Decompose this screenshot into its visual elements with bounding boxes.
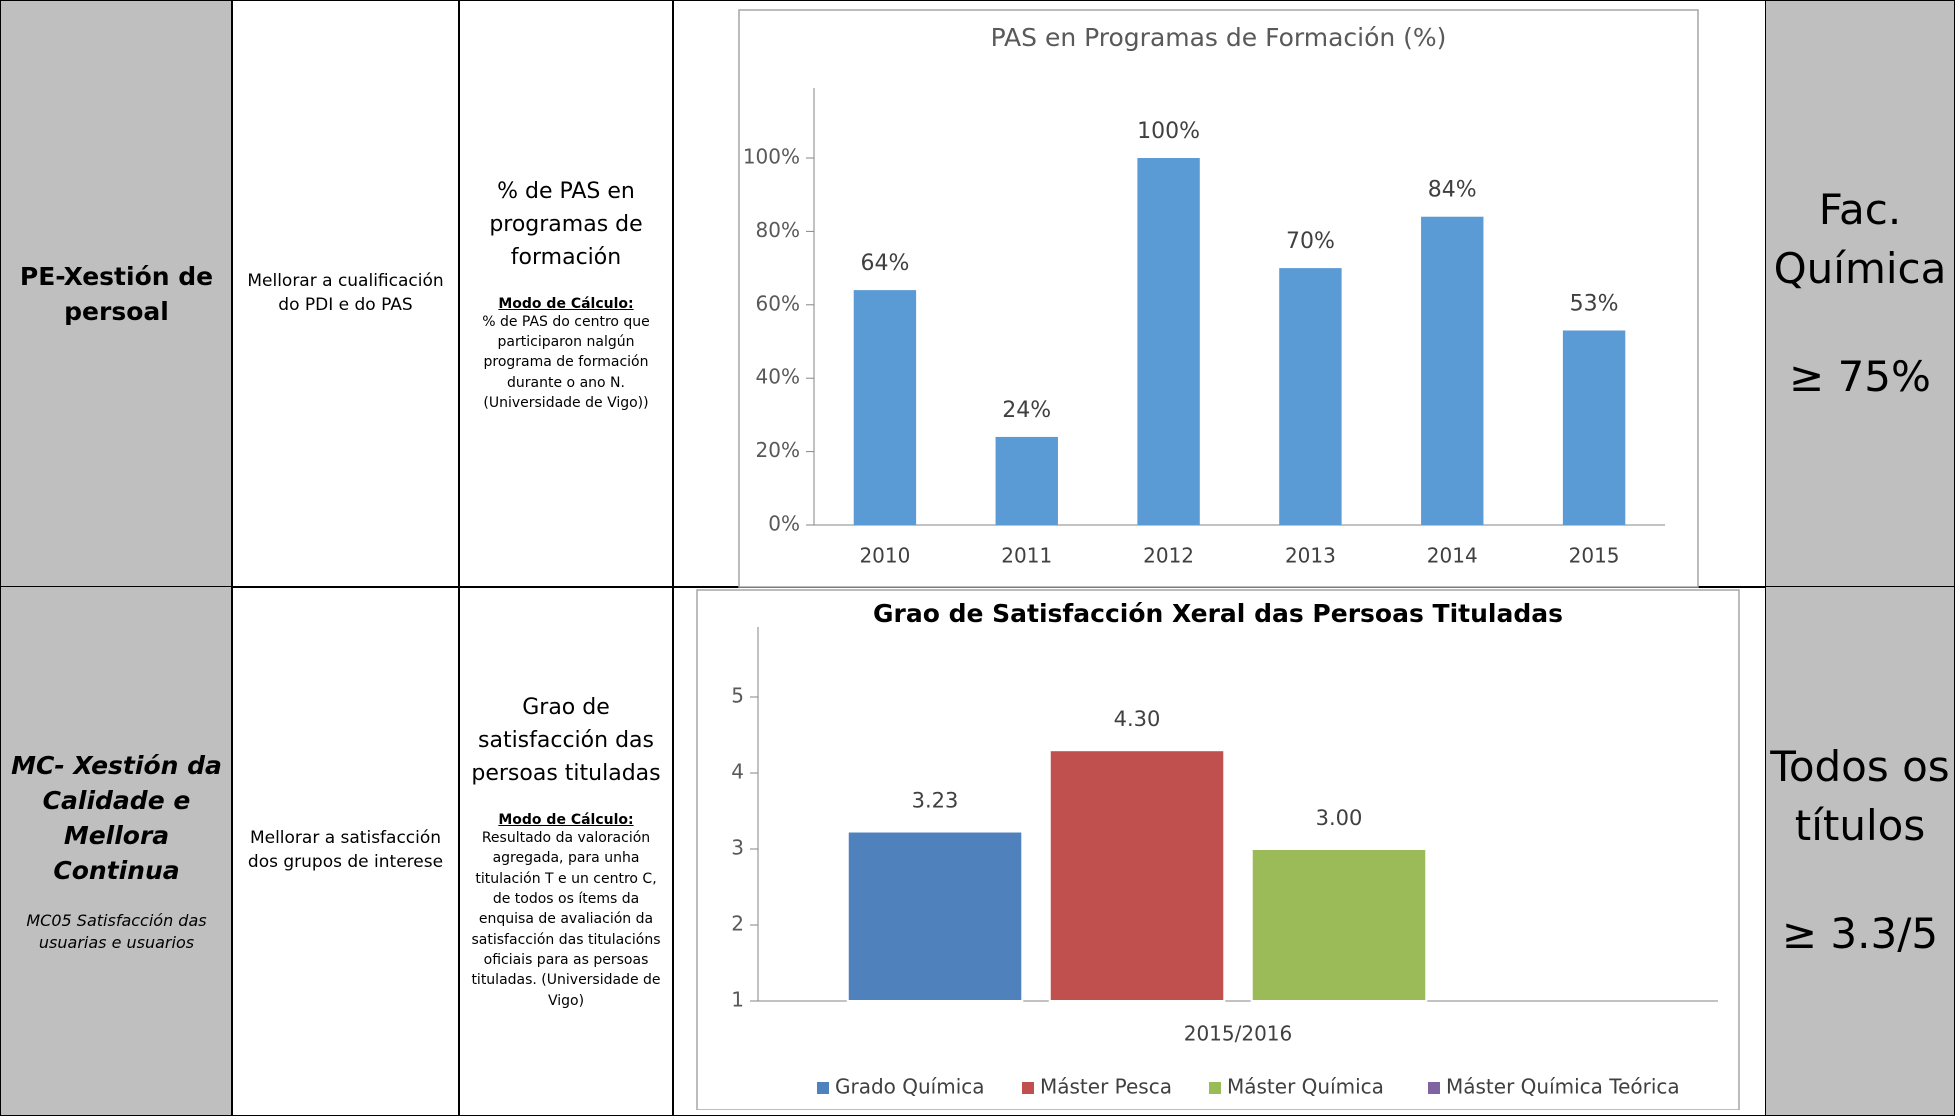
x-tick-label: 2011 — [1001, 544, 1052, 568]
cell: Todos os títulos ≥ 3.3/5 — [1765, 586, 1955, 1116]
value-label: 24% — [1002, 398, 1051, 423]
x-tick-label: 2012 — [1143, 544, 1194, 568]
value-label: 70% — [1286, 229, 1335, 254]
y-tick-label: 3 — [731, 836, 744, 860]
legend-label: Máster Pesca — [1040, 1075, 1172, 1099]
legend-swatch — [1428, 1082, 1440, 1094]
bar — [1048, 749, 1226, 1003]
value-label: 64% — [860, 251, 909, 276]
y-tick-label: 1 — [731, 988, 744, 1012]
y-tick-label: 60% — [756, 291, 800, 315]
value-label: 3.23 — [912, 789, 959, 813]
x-tick-label: 2015 — [1569, 544, 1620, 568]
bar — [1137, 158, 1200, 525]
value-label: 84% — [1428, 178, 1477, 203]
area: PE-Xestión de persoal — [19, 262, 214, 326]
x-tick-label: 2010 — [859, 544, 910, 568]
process: MC05 Satisfacción das usuarias e usuario… — [26, 910, 207, 952]
method-label: Modo de Cálculo: — [498, 295, 634, 312]
y-tick-label: 5 — [731, 684, 744, 708]
scope: Todos os títulos — [1770, 741, 1950, 850]
cell: Fac. Química ≥ 75% — [1765, 0, 1955, 588]
value-label: 53% — [1570, 291, 1619, 316]
bar — [846, 830, 1024, 1003]
cell: % de PAS en programas de formación Modo d… — [458, 0, 674, 588]
bar — [1562, 330, 1626, 525]
value-label: 100% — [1137, 119, 1200, 144]
indicator: Grao de satisfacción das persoas titulad… — [471, 695, 661, 787]
legend-label: Máster Química Teórica — [1446, 1075, 1680, 1099]
method: % de PAS do centro que participaron nalg… — [482, 313, 650, 411]
legend-label: Máster Química — [1227, 1075, 1384, 1099]
cell: Mellorar a cualificación do PDI e do PAS — [231, 0, 460, 588]
objective: Mellorar a satisfacción dos grupos de in… — [247, 828, 444, 872]
cell: Grao de satisfacción das persoas titulad… — [458, 586, 674, 1116]
bar — [853, 290, 917, 525]
legend-swatch — [1209, 1082, 1221, 1094]
value-label: 4.30 — [1114, 707, 1161, 731]
y-tick-label: 100% — [743, 145, 800, 169]
target: ≥ 75% — [1789, 352, 1931, 402]
legend-swatch — [1022, 1082, 1034, 1094]
legend-swatch — [817, 1082, 829, 1094]
area: MC- Xestión da Calidade e Mellora Contin… — [11, 750, 222, 885]
scope: Fac. Química — [1773, 184, 1947, 293]
x-tick-label: 2013 — [1285, 544, 1336, 568]
y-tick-label: 40% — [756, 365, 800, 389]
y-tick-label: 0% — [768, 512, 800, 536]
cell: Mellorar a satisfacción dos grupos de in… — [231, 586, 460, 1116]
y-tick-label: 80% — [756, 218, 800, 242]
bar — [995, 436, 1058, 525]
objective: Mellorar a cualificación do PDI e do PAS — [247, 271, 444, 315]
cell: MC- Xestión da Calidade e Mellora Contin… — [0, 586, 233, 1116]
y-tick-label: 4 — [731, 760, 744, 784]
x-tick-label: 2014 — [1427, 544, 1478, 568]
y-tick-label: 20% — [756, 438, 800, 462]
chart-title: PAS en Programas de Formación (%) — [991, 23, 1447, 52]
legend-label: Grado Química — [835, 1075, 985, 1099]
target: ≥ 3.3/5 — [1781, 909, 1939, 959]
bar — [1421, 216, 1484, 525]
y-tick-label: 2 — [731, 912, 744, 936]
method-label: Modo de Cálculo: — [498, 812, 634, 829]
method: Resultado da valoración agregada, para u… — [471, 830, 661, 1009]
chart-title: Grao de Satisfacción Xeral das Persoas T… — [873, 599, 1563, 628]
value-label: 3.00 — [1316, 806, 1363, 830]
cell: PE-Xestión de persoal — [0, 0, 233, 588]
bar — [1279, 268, 1342, 525]
bar — [1250, 848, 1428, 1002]
indicator: % de PAS en programas de formación — [489, 178, 643, 270]
x-tick-label: 2015/2016 — [1184, 1022, 1293, 1046]
